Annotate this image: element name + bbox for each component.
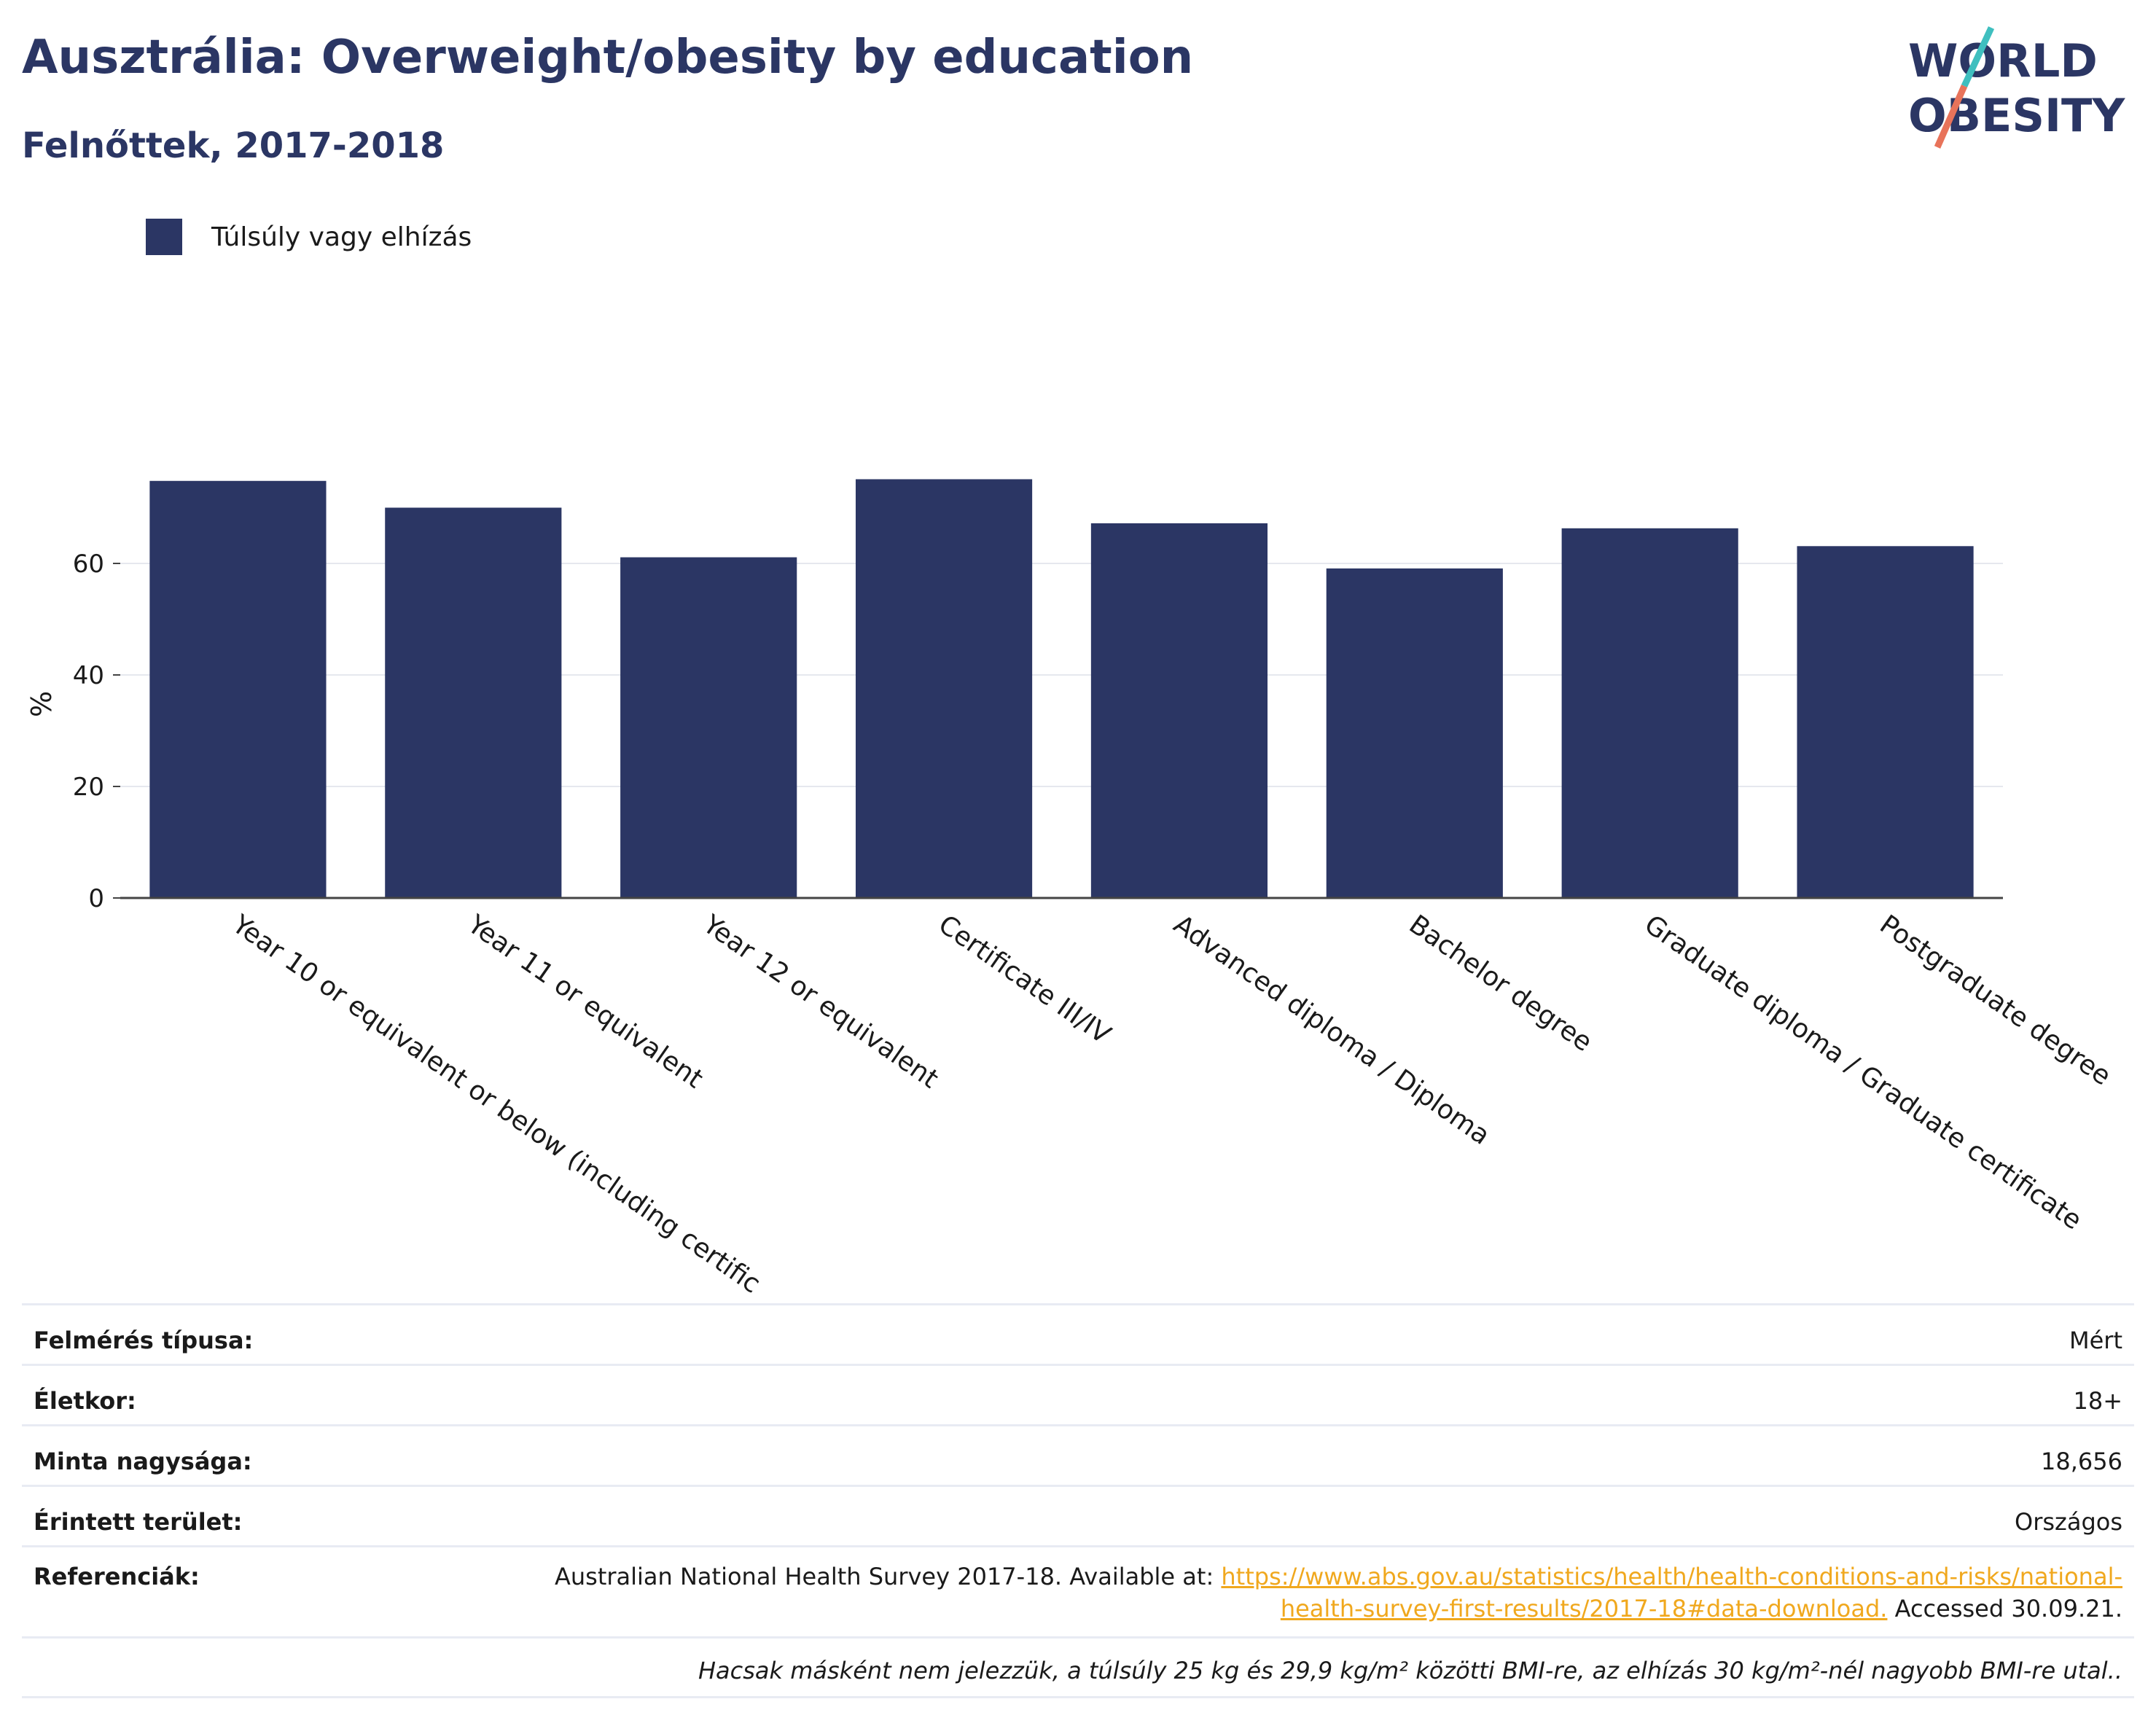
logo-slash-top — [1961, 26, 1995, 87]
x-tick-label: Graduate diploma / Graduate certificate — [1639, 910, 2087, 1236]
meta-row-area: Érintett terület: Országos — [22, 1485, 2134, 1545]
bar — [620, 557, 797, 898]
chart-legend: Túlsúly vagy elhízás — [146, 215, 472, 259]
bar — [385, 507, 562, 898]
meta-row-survey-type: Felmérés típusa: Mért — [22, 1303, 2134, 1364]
bar — [1326, 568, 1503, 898]
y-tick-label: 0 — [88, 884, 104, 913]
page-title: Ausztrália: Overweight/obesity by educat… — [22, 31, 1194, 85]
reference-text: Australian National Health Survey 2017-1… — [410, 1561, 2122, 1625]
x-tick-label: Year 12 or equivalent — [697, 909, 943, 1094]
x-tick-label: Year 10 or equivalent or below (includin… — [226, 909, 765, 1297]
bar — [1797, 546, 1974, 898]
logo-slash-bottom — [1934, 85, 1968, 149]
x-tick-label: Bachelor degree — [1404, 910, 1598, 1058]
x-tick-label: Year 11 or equivalent — [461, 909, 708, 1094]
y-tick-label: 20 — [73, 773, 104, 802]
meta-value: 18,656 — [2041, 1448, 2122, 1475]
bar — [855, 479, 1033, 898]
meta-value: Országos — [2015, 1508, 2122, 1536]
legend-label: Túlsúly vagy elhízás — [211, 222, 472, 252]
reference-source: Australian National Health Survey 2017-1… — [554, 1563, 1222, 1590]
meta-row-sample-size: Minta nagysága: 18,656 — [22, 1424, 2134, 1485]
world-obesity-logo: WORLD OBESITY — [1908, 26, 2125, 149]
bar-chart: 0 20 40 60% Year 10 or equivalent or below (… — [26, 479, 2116, 1297]
x-tick-label: Postgraduate degree — [1874, 910, 2116, 1092]
meta-row-references: Referenciák: Australian National Health … — [22, 1545, 2134, 1636]
meta-key: Referenciák: — [34, 1563, 200, 1590]
meta-key: Érintett terület: — [34, 1508, 243, 1536]
reference-link[interactable]: https://www.abs.gov.au/statistics/health… — [1221, 1563, 2122, 1590]
x-tick-label: Certificate III/IV — [933, 910, 1116, 1050]
reference-link-continued[interactable]: health-survey-first-results/2017-18#data… — [1280, 1595, 1888, 1622]
y-tick-label: 40 — [73, 661, 104, 690]
meta-key: Minta nagysága: — [34, 1448, 252, 1475]
bar — [1090, 523, 1268, 898]
metadata-table: Felmérés típusa: Mért Életkor: 18+ Minta… — [22, 1303, 2134, 1698]
y-tick-label: 60 — [73, 550, 104, 579]
meta-value: Mért — [2069, 1327, 2122, 1354]
bar — [1561, 528, 1738, 898]
page-subtitle: Felnőttek, 2017-2018 — [22, 125, 445, 166]
y-axis-label: % — [26, 691, 58, 717]
meta-value: 18+ — [2073, 1387, 2122, 1415]
legend-swatch — [146, 219, 182, 255]
bar — [149, 480, 327, 898]
footnote: Hacsak másként nem jelezzük, a túlsúly 2… — [22, 1636, 2134, 1698]
logo-line1: WORLD — [1908, 34, 2098, 87]
meta-key: Felmérés típusa: — [34, 1327, 254, 1354]
reference-accessed: Accessed 30.09.21. — [1887, 1595, 2122, 1622]
meta-key: Életkor: — [34, 1387, 136, 1415]
meta-row-age: Életkor: 18+ — [22, 1364, 2134, 1424]
